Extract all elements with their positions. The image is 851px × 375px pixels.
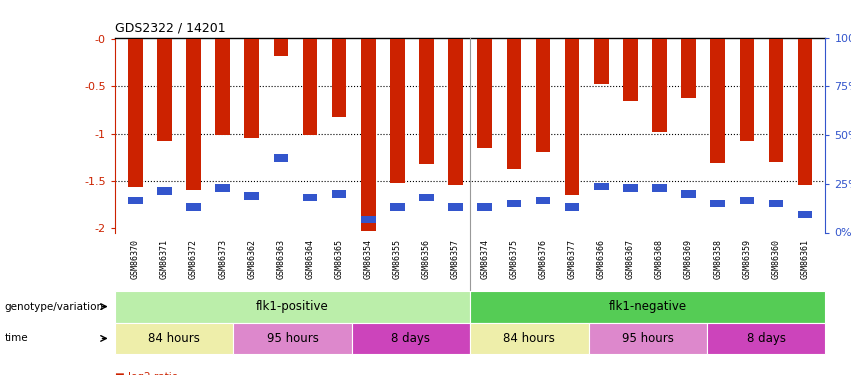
Bar: [506, 39, 521, 170]
Bar: [797, 211, 813, 218]
Bar: [128, 39, 143, 187]
Bar: [682, 190, 696, 198]
Text: genotype/variation: genotype/variation: [4, 302, 103, 312]
Bar: [768, 39, 783, 162]
Text: 8 days: 8 days: [747, 332, 785, 345]
Bar: [215, 39, 230, 135]
Bar: [477, 203, 492, 211]
Text: 84 hours: 84 hours: [148, 332, 200, 345]
Text: flk1-positive: flk1-positive: [256, 300, 328, 313]
Bar: [623, 39, 637, 101]
Bar: [186, 203, 201, 211]
Bar: [157, 39, 172, 141]
Text: 8 days: 8 days: [391, 332, 431, 345]
Bar: [332, 39, 346, 117]
Bar: [244, 39, 259, 138]
Bar: [711, 200, 725, 207]
Bar: [565, 203, 580, 211]
Text: time: time: [4, 333, 28, 344]
Bar: [157, 187, 172, 195]
Bar: [797, 39, 813, 185]
Bar: [535, 197, 551, 204]
Bar: [535, 39, 551, 152]
Bar: [448, 39, 463, 185]
Text: GDS2322 / 14201: GDS2322 / 14201: [115, 22, 226, 35]
Bar: [361, 216, 375, 223]
Bar: [390, 203, 405, 211]
Bar: [682, 39, 696, 98]
Bar: [506, 200, 521, 207]
Bar: [303, 194, 317, 201]
Bar: [740, 197, 754, 204]
Bar: [332, 190, 346, 198]
Text: 95 hours: 95 hours: [266, 332, 318, 345]
Bar: [652, 39, 666, 132]
Bar: [361, 39, 375, 231]
Text: flk1-negative: flk1-negative: [608, 300, 687, 313]
Bar: [420, 39, 434, 164]
Bar: [623, 184, 637, 192]
Bar: [186, 39, 201, 190]
Bar: [244, 192, 259, 200]
Bar: [215, 184, 230, 192]
Bar: [448, 203, 463, 211]
Bar: [420, 194, 434, 201]
Text: 84 hours: 84 hours: [504, 332, 556, 345]
Bar: [274, 154, 288, 162]
Bar: [477, 39, 492, 148]
Bar: [274, 39, 288, 56]
Bar: [128, 197, 143, 204]
Bar: [565, 39, 580, 195]
Bar: [740, 39, 754, 141]
Text: ■ log2 ratio: ■ log2 ratio: [115, 372, 178, 375]
Bar: [768, 200, 783, 207]
Bar: [390, 39, 405, 183]
Bar: [652, 184, 666, 192]
Bar: [711, 39, 725, 163]
Bar: [594, 183, 608, 190]
Bar: [303, 39, 317, 135]
Text: 95 hours: 95 hours: [622, 332, 674, 345]
Bar: [594, 39, 608, 84]
